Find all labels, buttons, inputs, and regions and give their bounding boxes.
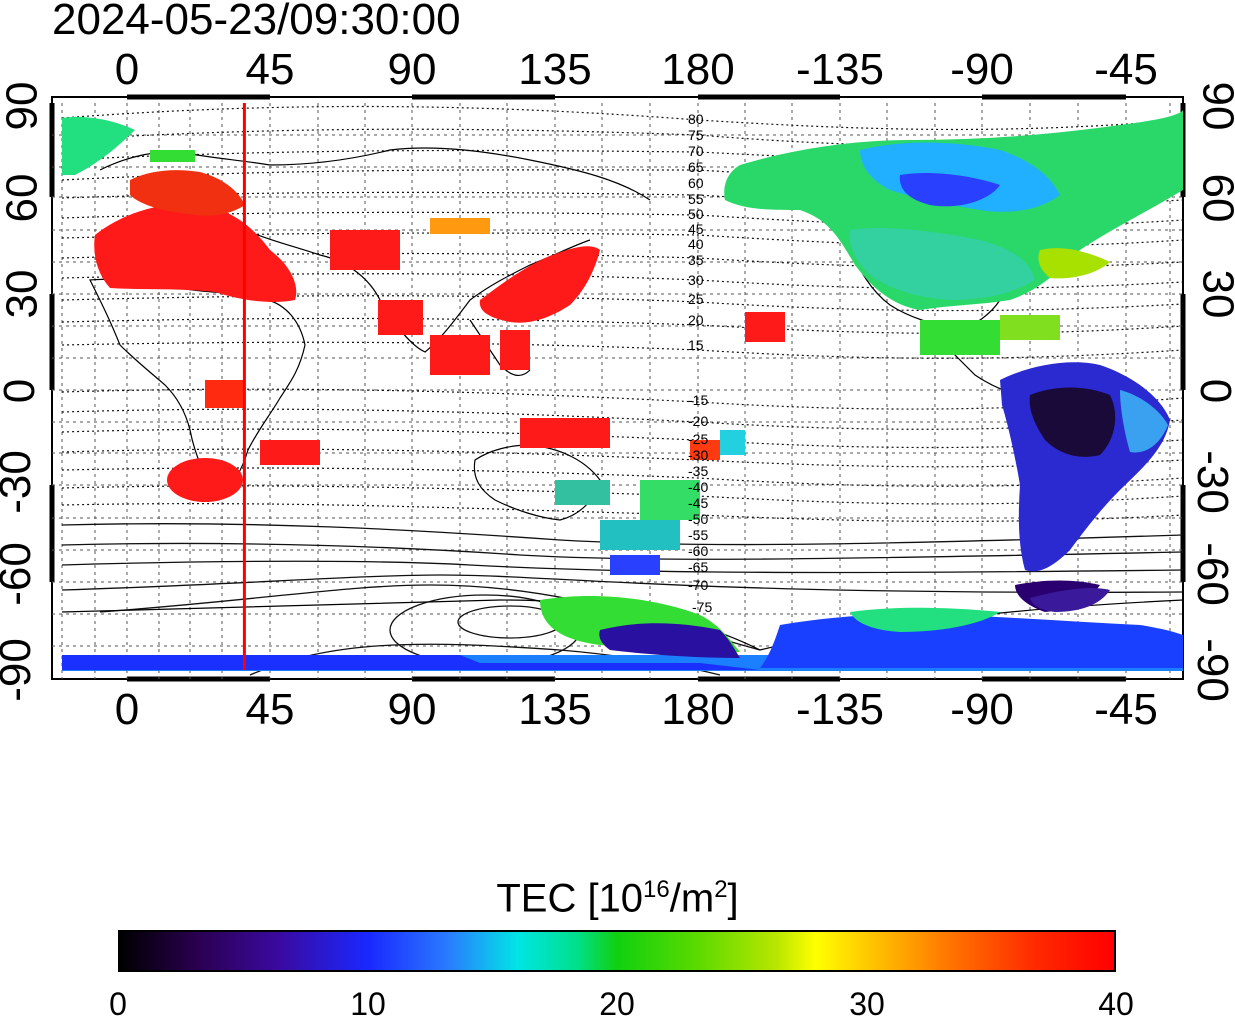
contour-label-55: 55 xyxy=(688,191,704,207)
contour-label-m60: -60 xyxy=(688,543,708,559)
top-x-tick-1: 45 xyxy=(245,45,295,94)
contour-label-40: 40 xyxy=(688,236,704,252)
top-x-tick-0: 0 xyxy=(114,45,140,94)
colorbar-label-0: 0 xyxy=(109,986,127,1022)
colorbar-title: TEC [1016/m2] xyxy=(496,876,739,921)
contour-label-m75: -75 xyxy=(692,599,712,615)
contour-label-75: 75 xyxy=(688,127,704,143)
contour-label-m20: -20 xyxy=(688,413,708,429)
bottom-x-tick-3: 135 xyxy=(518,685,592,734)
contour-label-m40: -40 xyxy=(688,479,708,495)
top-x-tick-5: -135 xyxy=(795,45,885,94)
bottom-x-tick-1: 45 xyxy=(245,685,295,734)
contour-labels-south: -15 -20 -25 -30 -35 -40 -45 -50 -55 -60 … xyxy=(688,392,712,615)
contour-label-m70: -70 xyxy=(688,577,708,593)
contour-label-50: 50 xyxy=(688,206,704,222)
contour-label-m55: -55 xyxy=(688,527,708,543)
contour-label-65: 65 xyxy=(688,159,704,175)
contour-label-m30: -30 xyxy=(688,447,708,463)
contour-label-m15: -15 xyxy=(688,392,708,408)
top-x-tick-4: 180 xyxy=(661,45,735,94)
bottom-x-tick-5: -135 xyxy=(795,685,885,734)
top-x-tick-3: 135 xyxy=(518,45,592,94)
contour-label-70: 70 xyxy=(688,143,704,159)
bottom-x-tick-7: -45 xyxy=(1094,685,1158,734)
contour-label-m25: -25 xyxy=(688,431,708,447)
contour-label-m50: -50 xyxy=(688,511,708,527)
bottom-x-tick-6: -90 xyxy=(950,685,1014,734)
bottom-x-tick-4: 180 xyxy=(661,685,735,734)
contour-label-45: 45 xyxy=(688,221,704,237)
top-x-tick-2: 90 xyxy=(387,45,437,94)
contour-label-30: 30 xyxy=(688,272,704,288)
bottom-x-tick-2: 90 xyxy=(387,685,437,734)
bottom-x-tick-0: 0 xyxy=(114,685,140,734)
contour-label-60: 60 xyxy=(688,175,704,191)
colorbar-label-10: 10 xyxy=(350,986,386,1022)
top-x-tick-7: -45 xyxy=(1094,45,1158,94)
contour-label-20: 20 xyxy=(688,312,704,328)
contour-label-15: 15 xyxy=(688,337,704,353)
map-timestamp: 2024-05-23/09:30:00 xyxy=(52,0,461,44)
colorbar-label-30: 30 xyxy=(849,986,885,1022)
contour-label-25: 25 xyxy=(688,291,704,307)
top-x-tick-6: -90 xyxy=(950,45,1014,94)
frame-axis-bars xyxy=(49,94,1186,682)
colorbar-label-40: 40 xyxy=(1098,986,1134,1022)
contour-label-35: 35 xyxy=(688,252,704,268)
colorbar-label-20: 20 xyxy=(599,986,635,1022)
contour-label-80: 80 xyxy=(688,111,704,127)
contour-label-m65: -65 xyxy=(688,559,708,575)
contour-labels-north: 80 75 70 65 60 55 50 45 40 35 30 25 20 1… xyxy=(688,111,704,353)
contour-label-m35: -35 xyxy=(688,463,708,479)
tec-overlay xyxy=(62,110,1183,671)
contour-label-m45: -45 xyxy=(688,495,708,511)
tec-colorbar xyxy=(118,930,1116,972)
